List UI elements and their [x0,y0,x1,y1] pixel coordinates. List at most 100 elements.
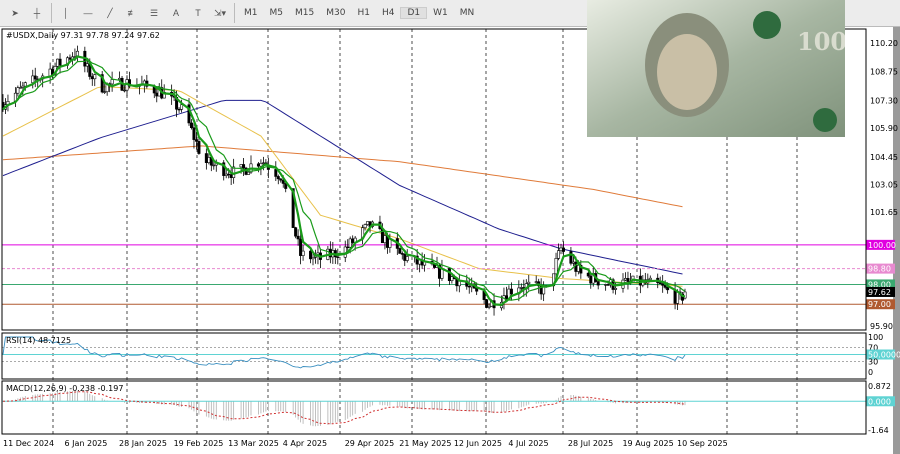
candle-body [403,254,407,261]
candle-body [123,89,127,92]
candle-body [189,122,193,128]
candle-body [194,139,198,142]
candle-body [366,221,370,225]
macd-panel-frame [1,380,867,435]
candle-body [100,74,104,93]
candle-body [18,87,22,89]
candle-body [604,284,608,286]
price-tick-label: 104.45 [870,153,898,162]
price-tick-label: 108.75 [870,68,898,77]
candle-body [299,238,303,256]
date-tick-label: 28 Jul 2025 [568,439,613,448]
level-price-tag [866,279,895,290]
macd-signal-line [2,391,686,425]
macd-tick-label: 0.000 [868,397,891,406]
candle-body [614,287,618,290]
timeframe-m5[interactable]: M5 [269,8,284,18]
candle-body [447,268,451,282]
candle-body [239,164,243,168]
candle-body [554,258,558,275]
price-tick-label: 105.90 [870,124,898,133]
timeframe-h1[interactable]: H1 [357,8,370,18]
macd-header: MACD(12,26,9) -0.238 -0.197 [6,384,123,393]
candle-body [127,79,131,87]
candle-body [33,75,37,80]
candle-body [284,183,288,189]
date-tick-label: 10 Sep 2025 [677,439,728,448]
candle-body [281,179,285,184]
macd-zero-tag [866,396,895,407]
candle-body [261,162,265,164]
candle-body [192,127,196,140]
macd-tick-label: -1.64 [868,426,889,435]
candle-body [661,283,665,286]
timeframe-w1[interactable]: W1 [433,8,448,18]
timeframe-mn[interactable]: MN [459,8,475,18]
candle-body [363,224,367,229]
date-tick-label: 4 Jul 2025 [508,439,548,448]
price-panel-frame [1,28,867,331]
date-tick-label: 4 Apr 2025 [283,439,327,448]
candle-body [222,162,226,176]
candle-body [212,164,216,167]
horizontal-line-icon[interactable]: — [83,8,93,18]
fibo-channel-icon[interactable]: ☰ [149,7,159,18]
date-tick-label: 21 May 2025 [399,439,451,448]
price-tick-label: 95.90 [870,322,893,331]
shapes-icon[interactable]: ⇲▾ [213,7,227,18]
level-price-tag [866,263,895,274]
moving-average-line-2 [2,86,683,287]
candle-body [311,257,315,260]
candle-body [557,250,561,259]
candle-body [207,157,211,163]
candle-body [383,235,387,244]
candle-body [247,171,251,175]
dollar-bill-image: 100 [587,0,845,137]
candle-body [336,256,340,258]
date-tick-label: 29 Apr 2025 [345,439,394,448]
timeframe-m15[interactable]: M15 [295,8,315,18]
candle-body [346,246,350,249]
candle-body [68,57,72,60]
timeframe-m30[interactable]: M30 [326,8,346,18]
candle-body [673,289,677,304]
cursor-icon[interactable]: ➤ [11,7,19,18]
fast-moving-average-line [2,59,686,301]
candle-body [467,285,471,288]
candle-body [509,288,513,295]
text-label-icon[interactable]: T [195,8,201,18]
candle-body [676,291,680,304]
macd-tick-label: 0.872 [868,382,891,391]
candle-body [485,299,489,308]
candle-body [666,287,670,291]
crosshair-icon[interactable]: ┼ [33,8,41,18]
candle-body [291,188,295,228]
trendline-icon[interactable]: ╱ [107,7,113,18]
fibonacci-icon[interactable]: ≢ [127,8,137,18]
price-tick-label: 107.30 [870,96,898,105]
candle-body [450,276,454,282]
timeframe-d1[interactable]: D1 [400,7,428,19]
text-icon[interactable]: A [172,8,179,18]
candle-body [56,58,60,67]
candle-body [276,176,280,180]
timeframe-h4[interactable]: H4 [381,8,395,18]
candle-body [596,281,600,286]
candle-body [569,251,573,264]
rsi-tick-label: 100 [868,333,883,342]
candle-body [90,76,94,80]
candle-body [204,153,208,163]
level-price-tag [866,299,895,310]
candle-body [309,250,313,260]
vertical-line-icon[interactable]: │ [63,8,69,18]
scrollbar[interactable] [893,27,900,454]
candle-body [16,87,20,94]
rsi-tick-label: 50.0000 [868,351,900,360]
price-tick-label: 103.05 [870,181,898,190]
rsi-panel-frame [1,332,867,380]
moving-average-line-1 [2,99,683,275]
rsi-header: RSI(14) 48.7125 [6,336,71,345]
candle-body [574,261,578,272]
timeframe-m1[interactable]: M1 [244,8,258,18]
candle-body [626,278,630,282]
